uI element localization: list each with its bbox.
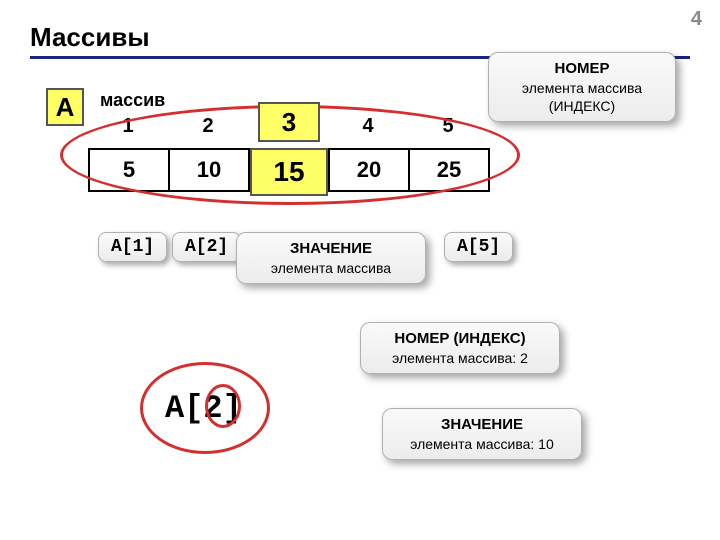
callout-nomer-line1: НОМЕР (503, 59, 661, 79)
big-ref-inner-circle (205, 384, 241, 428)
ref-a2: A[2] (172, 232, 241, 262)
callout-nomer2-line2: элемента массива: 2 (375, 349, 545, 367)
page-number: 4 (691, 8, 702, 31)
array-name-box: A (46, 88, 84, 126)
ref-a1: A[1] (98, 232, 167, 262)
callout-nomer: НОМЕР элемента массива (ИНДЕКС) (488, 52, 676, 122)
callout-znach2-line2: элемента массива: 10 (397, 435, 567, 453)
callout-znach: ЗНАЧЕНИЕ элемента массива (236, 232, 426, 284)
callout-nomer2: НОМЕР (ИНДЕКС) элемента массива: 2 (360, 322, 560, 374)
callout-znach-line2: элемента массива (251, 259, 411, 277)
array-label: массив (100, 90, 165, 111)
page-title: Массивы (30, 22, 150, 53)
callout-nomer-line3: (ИНДЕКС) (503, 97, 661, 115)
callout-nomer2-line1: НОМЕР (ИНДЕКС) (375, 329, 545, 349)
callout-nomer-line2: элемента массива (503, 79, 661, 97)
highlighted-value-box: 15 (250, 148, 328, 196)
highlighted-index-box: 3 (258, 102, 320, 142)
callout-znach2-line1: ЗНАЧЕНИЕ (397, 415, 567, 435)
ref-a5: A[5] (444, 232, 513, 262)
callout-znach2: ЗНАЧЕНИЕ элемента массива: 10 (382, 408, 582, 460)
callout-znach-line1: ЗНАЧЕНИЕ (251, 239, 411, 259)
